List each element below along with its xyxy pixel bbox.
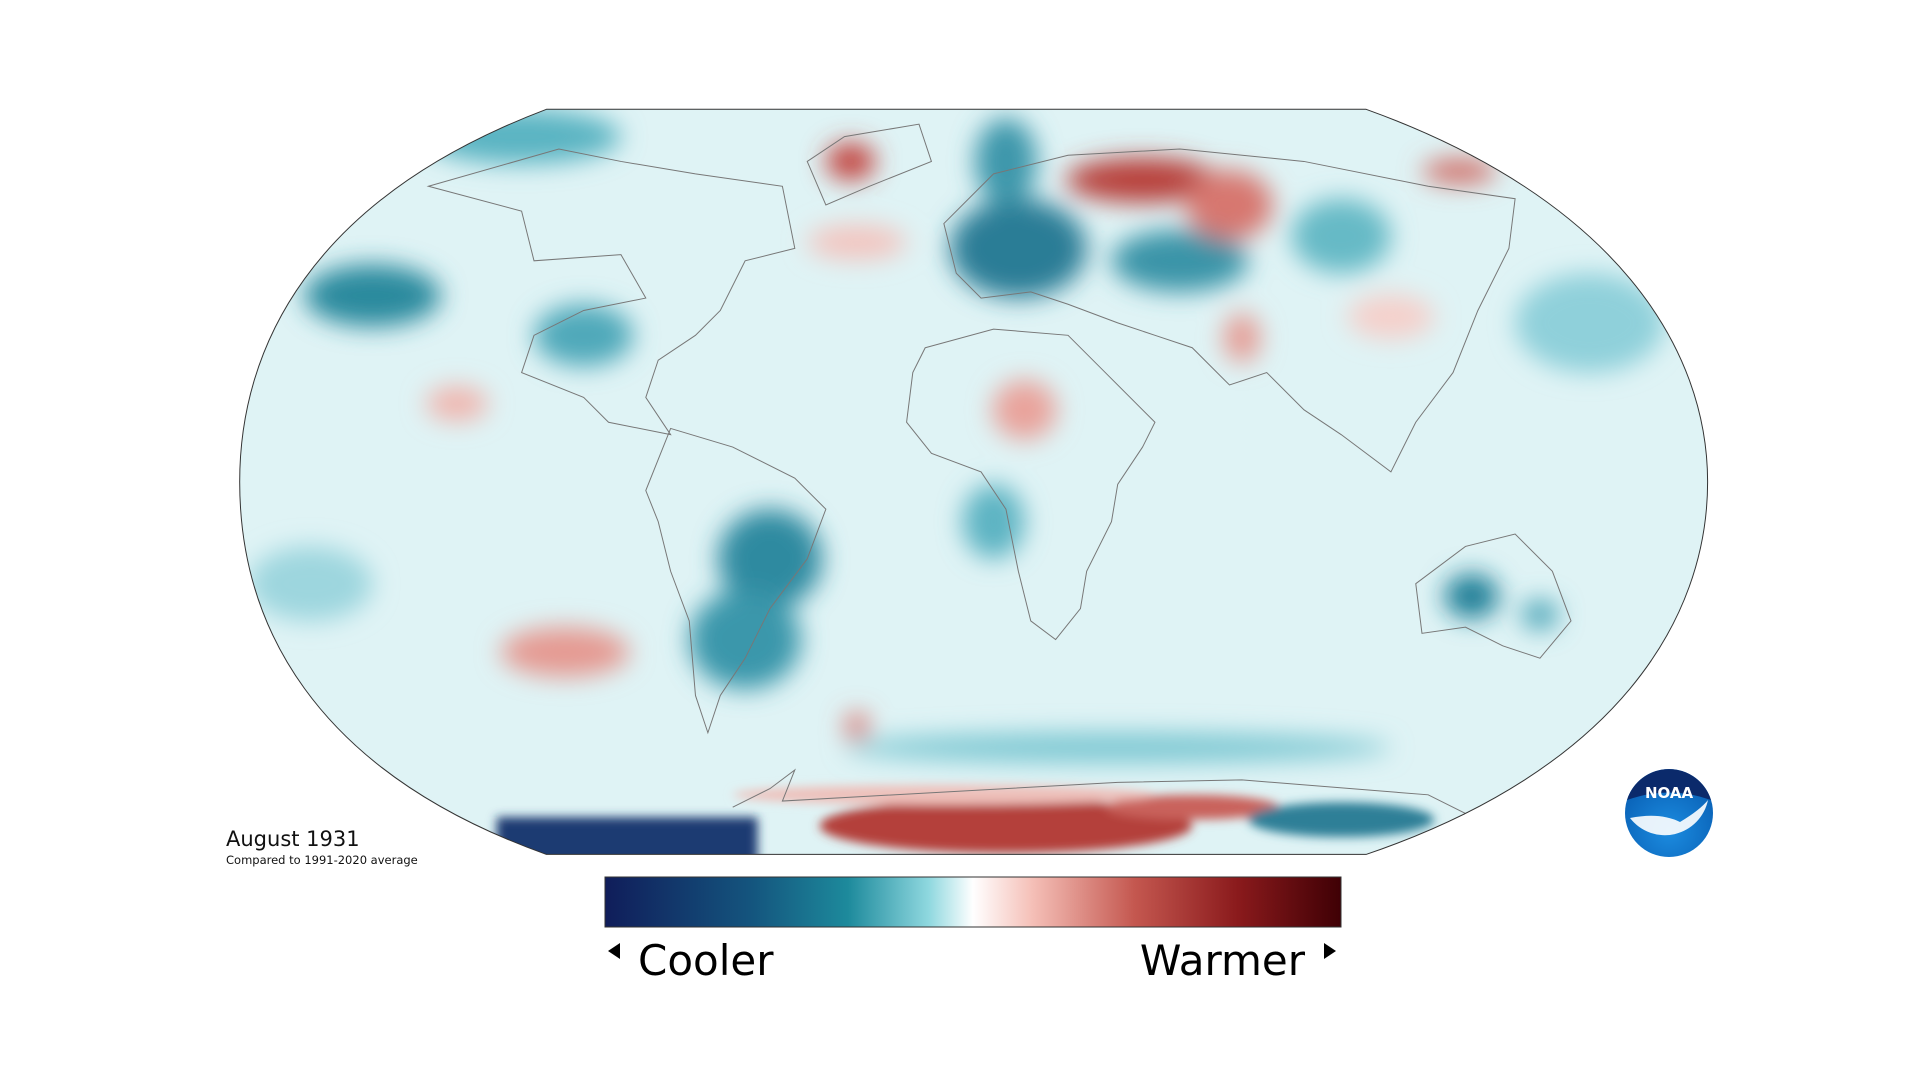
map-title: August 1931	[226, 827, 360, 851]
noaa-logo: NOAA	[1625, 769, 1713, 857]
legend-low: Cooler	[638, 936, 774, 985]
legend-high: Warmer	[1140, 936, 1306, 985]
anomaly-field	[239, 109, 1708, 855]
logo-top	[1627, 769, 1711, 800]
map	[239, 108, 1709, 855]
cooler-arrow	[608, 943, 620, 959]
antarctic-anomalies	[496, 784, 1435, 855]
map-frame	[239, 108, 1709, 855]
coastlines	[426, 123, 1572, 814]
map-subtitle: Compared to 1991-2020 average	[226, 853, 418, 867]
logo-text: NOAA	[1645, 784, 1694, 802]
logo-gull	[1630, 800, 1708, 836]
color-scale	[604, 876, 1342, 928]
warmer-arrow	[1324, 943, 1336, 959]
